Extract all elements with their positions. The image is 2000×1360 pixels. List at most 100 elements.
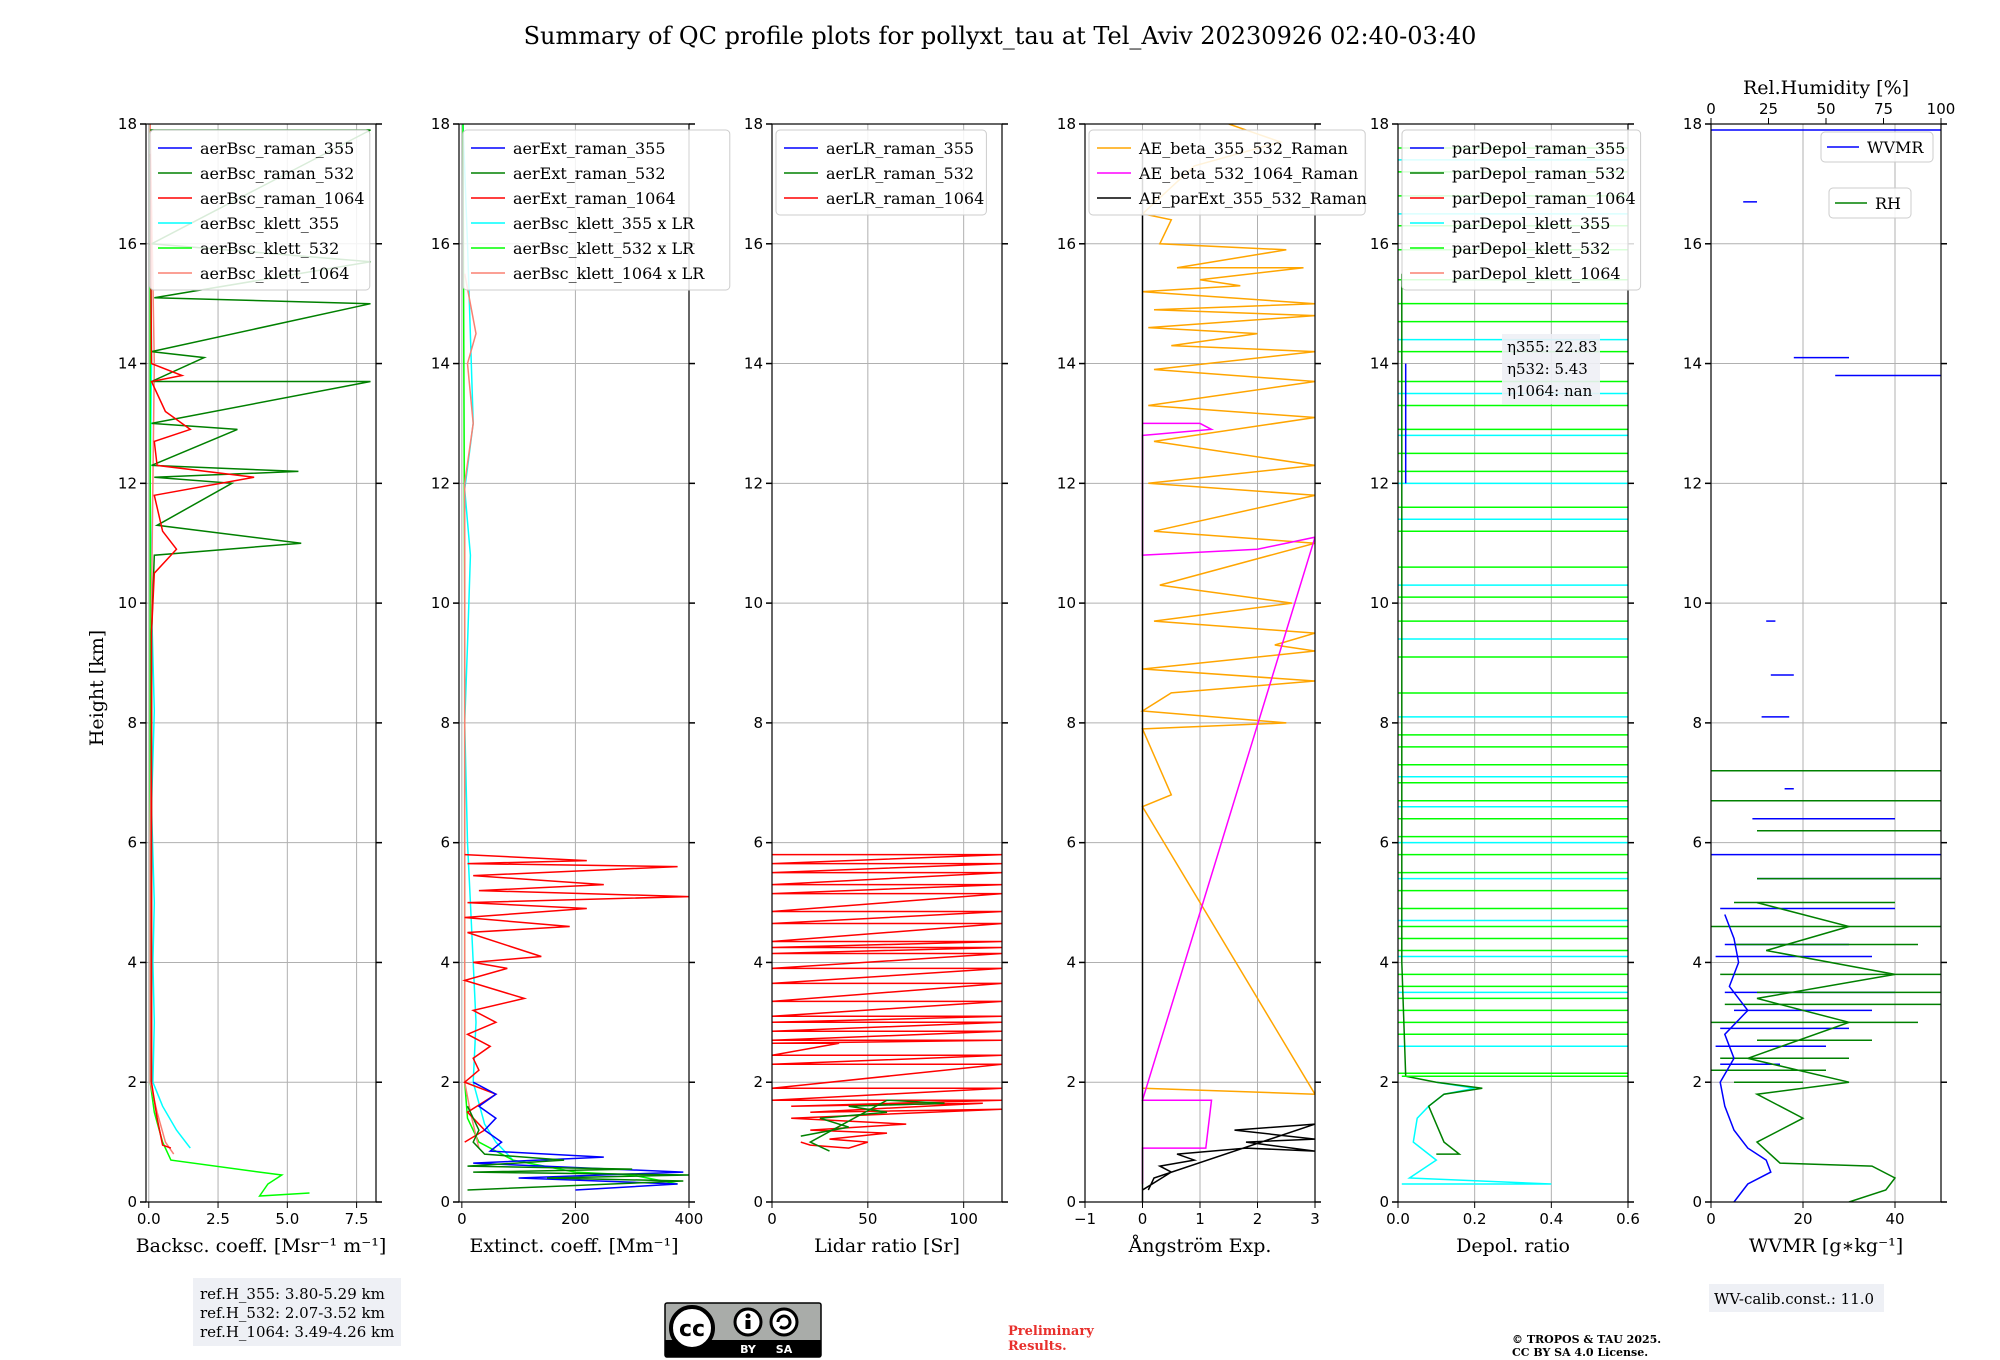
y-tick-label: 8 xyxy=(440,714,450,732)
y-tick-label: 6 xyxy=(753,834,763,852)
wv-calib-bg xyxy=(1709,1284,1884,1312)
plot-area xyxy=(772,853,1002,1152)
legend-entry: parDepol_raman_355 xyxy=(1452,139,1625,158)
x-tick-label: 5.0 xyxy=(275,1210,299,1228)
y-tick-label: 18 xyxy=(1683,115,1702,133)
x-tick-label: 20 xyxy=(1793,1210,1812,1228)
y-tick-label: 4 xyxy=(1692,953,1702,971)
y-tick-label: 16 xyxy=(744,235,763,253)
legend-entry: aerBsc_klett_355 xyxy=(200,214,339,233)
eta-532: η532: 5.43 xyxy=(1507,360,1588,378)
y-tick-label: 4 xyxy=(1066,953,1076,971)
y-tick-label: 2 xyxy=(753,1073,763,1091)
series-line-aerBsc_raman_1064 xyxy=(149,153,255,1149)
legend-entry: RH xyxy=(1875,194,1901,213)
panel-bsc: 0.0 2.5 5.0 7.5 0 2 4 6 8 10 12 14 16 18 Backsc. coeff… xyxy=(118,115,386,1257)
series-line-aerLR_raman_532 xyxy=(800,1099,945,1152)
plot-area xyxy=(1140,124,1315,1202)
copyright-line-2: CC BY SA 4.0 License. xyxy=(1512,1346,1648,1359)
series-line-parDepol_raman_532 xyxy=(1401,273,1483,1155)
y-tick-label: 18 xyxy=(744,115,763,133)
ref-heights-box: ref.H_355: 3.80-5.29 km ref.H_532: 2.07-… xyxy=(193,1278,401,1346)
x-tick-label: 7.5 xyxy=(345,1210,369,1228)
y-tick-label: 0 xyxy=(440,1193,450,1211)
panel-ext: 0 200 400 0 2 4 6 8 10 12 14 16 18 Extinct. coeff. [M… xyxy=(431,115,731,1257)
y-tick-label: 10 xyxy=(1683,594,1702,612)
plot-area xyxy=(1398,147,1628,1185)
y-tick-label: 10 xyxy=(118,594,137,612)
x-tick-label: 0.2 xyxy=(1463,1210,1487,1228)
series-line-WVMR xyxy=(1719,914,1772,1202)
legend-entry: aerLR_raman_1064 xyxy=(826,189,984,208)
eta-box-bg xyxy=(1502,334,1600,404)
y-tick-label: 10 xyxy=(1370,594,1389,612)
series-line-parDepol_klett_355 xyxy=(1401,1081,1552,1185)
legend-box xyxy=(1828,187,1912,219)
axes-frame xyxy=(458,123,690,1203)
share-alike-icon-arc xyxy=(776,1314,792,1330)
top-tick-label: 100 xyxy=(1927,100,1956,118)
cc-logo-text: cc xyxy=(679,1317,705,1342)
eta-box: η355: 22.83 η532: 5.43 η1064: nan xyxy=(1502,334,1600,404)
y-tick-label: 12 xyxy=(431,474,450,492)
x-tick-label: 40 xyxy=(1885,1210,1904,1228)
y-tick-label: 4 xyxy=(753,953,763,971)
y-tick-label: 18 xyxy=(431,115,450,133)
y-tick-label: 0 xyxy=(753,1193,763,1211)
legend-entry: aerLR_raman_355 xyxy=(826,139,974,158)
ref-height-355: ref.H_355: 3.80-5.29 km xyxy=(200,1285,385,1303)
x-tick-label: 0 xyxy=(457,1210,467,1228)
attribution-icon-body xyxy=(745,1320,751,1329)
legend-entry: aerExt_raman_1064 xyxy=(513,189,676,208)
legend-entry: parDepol_raman_532 xyxy=(1452,164,1625,183)
series-line-AE_parExt_355_532_Raman xyxy=(1141,153,1315,1202)
y-tick-label: 12 xyxy=(1370,474,1389,492)
y-tick-label: 14 xyxy=(1370,355,1389,373)
y-tick-label: 6 xyxy=(127,834,137,852)
y-tick-label: 12 xyxy=(118,474,137,492)
plot-area xyxy=(462,124,689,1191)
y-tick-label: 2 xyxy=(440,1073,450,1091)
x-tick-label: 200 xyxy=(561,1210,590,1228)
y-tick-label: 18 xyxy=(1370,115,1389,133)
top-tick-label: 75 xyxy=(1874,100,1893,118)
x-axis-label: Extinct. coeff. [Mm⁻¹] xyxy=(469,1235,678,1257)
y-tick-label: 2 xyxy=(1379,1073,1389,1091)
legend-entry: aerBsc_klett_1064 xyxy=(200,264,349,283)
wv-calib-box: WV-calib.const.: 11.0 xyxy=(1709,1284,1884,1312)
y-tick-label: 6 xyxy=(1066,834,1076,852)
y-tick-label: 16 xyxy=(431,235,450,253)
x-tick-label: 0.0 xyxy=(137,1210,161,1228)
legend-entry: WVMR xyxy=(1867,138,1924,157)
panel-dep: 0.0 0.2 0.4 0.6 0 2 4 6 8 10 12 14 16 18 Depol. ratio p… xyxy=(1370,115,1642,1257)
y-tick-label: 0 xyxy=(1379,1193,1389,1211)
legend-box xyxy=(1401,129,1642,291)
series-line-aerExt_raman_1064 xyxy=(462,853,689,1143)
y-tick-label: 4 xyxy=(1379,953,1389,971)
y-tick-label: 16 xyxy=(1683,235,1702,253)
legend-entry: parDepol_klett_355 xyxy=(1452,214,1610,233)
x-tick-label: 0 xyxy=(1138,1210,1148,1228)
y-tick-label: 8 xyxy=(127,714,137,732)
panel-wv: 0 20 40 0 2 4 6 8 10 12 14 16 18 WVMR [g∗kg⁻¹] 0 25 50 75… xyxy=(1683,77,1955,1257)
axes-frame xyxy=(145,123,377,1203)
legend-entry: aerBsc_klett_532 x LR xyxy=(513,239,695,258)
x-tick-label: 1 xyxy=(1195,1210,1205,1228)
x-tick-label: −1 xyxy=(1074,1210,1096,1228)
results-label: Results. xyxy=(1008,1339,1067,1354)
legend-entry: parDepol_raman_1064 xyxy=(1452,189,1636,208)
legend-entry: AE_beta_355_532_Raman xyxy=(1138,139,1348,158)
legend-entry: aerExt_raman_532 xyxy=(513,164,666,183)
figure-title: Summary of QC profile plots for pollyxt_… xyxy=(524,22,1477,50)
plot-area xyxy=(1711,129,1941,1202)
y-tick-label: 0 xyxy=(1066,1193,1076,1211)
series-line-aerExt_raman_355 xyxy=(472,1081,684,1191)
y-tick-label: 12 xyxy=(1683,474,1702,492)
x-tick-label: 2.5 xyxy=(206,1210,230,1228)
legend-entry: aerBsc_raman_532 xyxy=(200,164,354,183)
y-tick-label: 2 xyxy=(1066,1073,1076,1091)
legend-box xyxy=(1088,129,1366,216)
series-line-aerBsc_klett_1064 x LR xyxy=(463,273,480,1149)
